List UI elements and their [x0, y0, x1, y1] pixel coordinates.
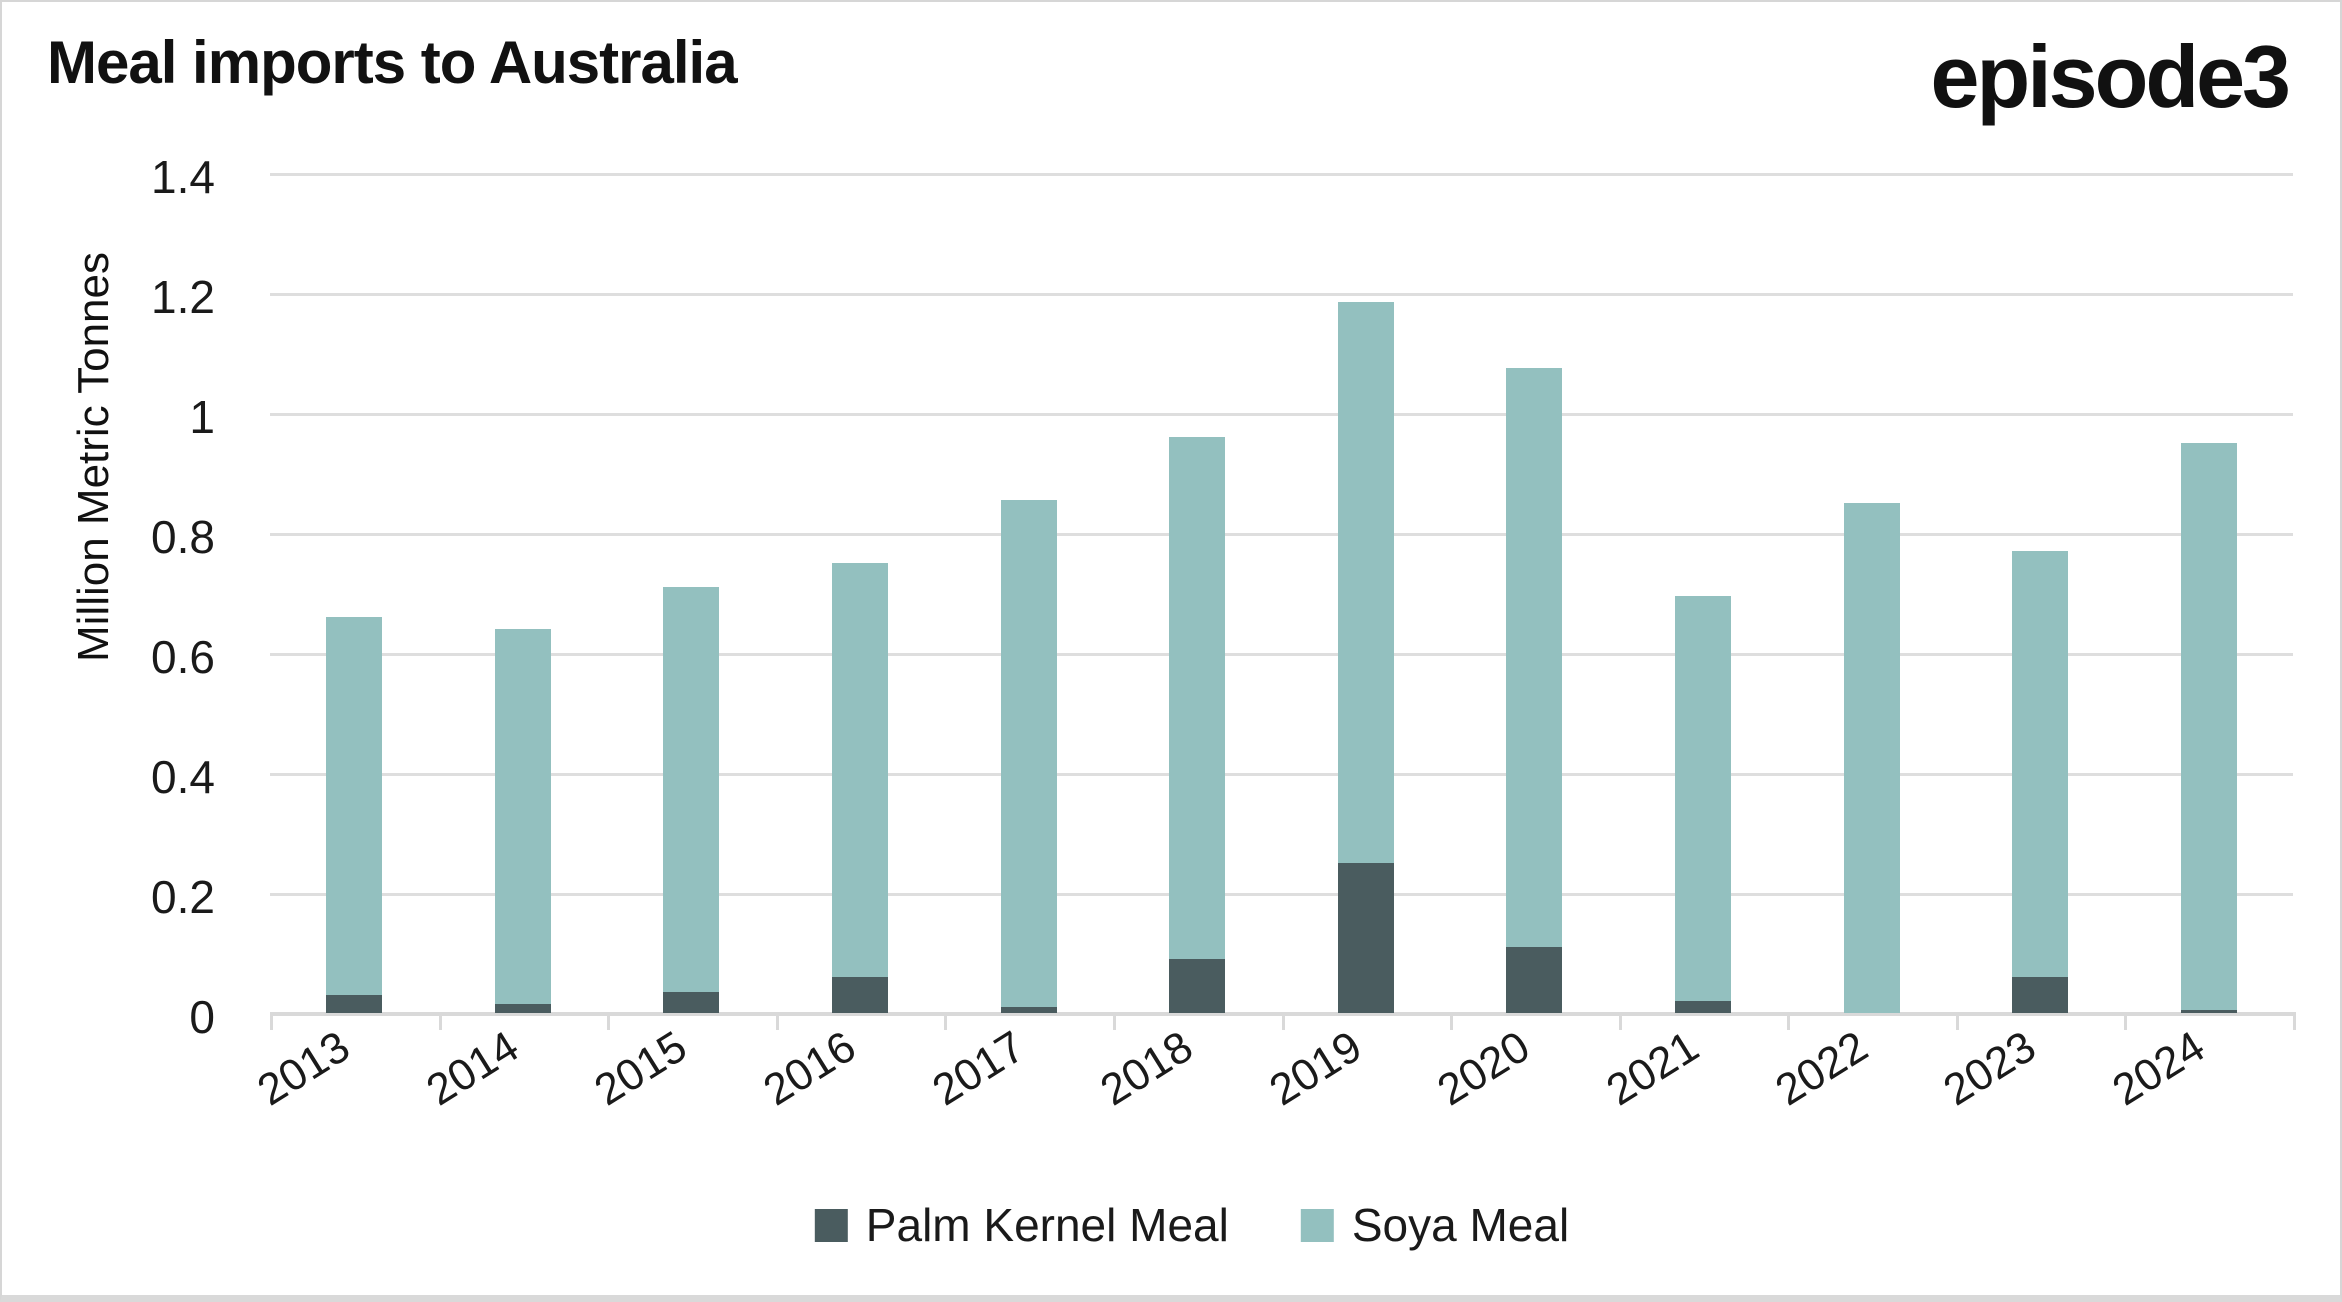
bar-2023: [2012, 551, 2068, 1013]
x-tick-label-2013: 2013: [249, 1021, 359, 1116]
x-axis-tick: [438, 1015, 442, 1030]
x-axis-line: [270, 1012, 2296, 1016]
bar-2022: [1844, 503, 1900, 1013]
x-tick-label-2015: 2015: [586, 1021, 696, 1116]
y-tick-label-1: 1: [189, 391, 215, 443]
x-tick-label-2021: 2021: [1598, 1021, 1708, 1116]
gridline-0.4: [270, 773, 2293, 776]
y-tick-label-0: 0: [189, 991, 215, 1043]
bar-2019-palm-kernel-meal-segment: [1338, 863, 1394, 1013]
x-tick-label-2022: 2022: [1766, 1021, 1876, 1116]
legend-item-palm-kernel-meal: Palm Kernel Meal: [814, 1198, 1229, 1252]
bar-2020: [1506, 368, 1562, 1013]
x-tick-label-2024: 2024: [2103, 1021, 2213, 1116]
y-tick-label-0.6: 0.6: [151, 631, 215, 683]
x-axis-tick: [1450, 1015, 1454, 1030]
bar-2022-soya-meal-segment: [1844, 503, 1900, 1013]
legend-label-soya-meal: Soya Meal: [1351, 1199, 1570, 1251]
bar-2013: [326, 617, 382, 1013]
bar-2014-soya-meal-segment: [495, 629, 551, 1004]
bar-2018-soya-meal-segment: [1169, 437, 1225, 959]
x-axis-tick: [1618, 1015, 1622, 1030]
x-axis-tick: [944, 1015, 948, 1030]
x-tick-label-2014: 2014: [418, 1021, 528, 1116]
x-axis-tick: [1787, 1015, 1791, 1030]
x-axis-tick: [1955, 1015, 1959, 1030]
palm-kernel-meal-swatch: [814, 1208, 848, 1242]
x-axis-tick: [270, 1015, 273, 1030]
bar-2015-soya-meal-segment: [663, 587, 719, 992]
x-axis-tick: [2124, 1015, 2128, 1030]
bar-2024-soya-meal-segment: [2181, 443, 2237, 1010]
bar-2016-palm-kernel-meal-segment: [832, 977, 888, 1013]
legend: Palm Kernel Meal Soya Meal: [814, 1198, 1570, 1252]
bar-2023-palm-kernel-meal-segment: [2012, 977, 2068, 1013]
x-axis-tick: [1281, 1015, 1285, 1030]
bar-2017-soya-meal-segment: [1001, 500, 1057, 1007]
gridline-0.8: [270, 533, 2293, 536]
bar-2013-palm-kernel-meal-segment: [326, 995, 382, 1013]
x-axis-tick: [775, 1015, 779, 1030]
bar-2023-soya-meal-segment: [2012, 551, 2068, 977]
bar-2014-palm-kernel-meal-segment: [495, 1004, 551, 1013]
x-axis-tick: [607, 1015, 611, 1030]
x-tick-label-2016: 2016: [755, 1021, 865, 1116]
y-tick-label-0.4: 0.4: [151, 751, 215, 803]
bar-2017: [1001, 500, 1057, 1013]
bar-2020-palm-kernel-meal-segment: [1506, 947, 1562, 1013]
bar-2020-soya-meal-segment: [1506, 368, 1562, 947]
y-tick-label-1.2: 1.2: [151, 271, 215, 323]
chart-title: Meal imports to Australia: [47, 29, 738, 96]
x-tick-label-2019: 2019: [1261, 1021, 1371, 1116]
soya-meal-swatch: [1300, 1208, 1334, 1242]
legend-label-palm-kernel-meal: Palm Kernel Meal: [865, 1199, 1229, 1251]
bar-2021: [1675, 596, 1731, 1013]
gridline-0.6: [270, 653, 2293, 656]
x-tick-label-2017: 2017: [923, 1021, 1033, 1116]
bar-2016: [832, 563, 888, 1013]
gridline-1.4: [270, 173, 2293, 176]
legend-item-soya-meal: Soya Meal: [1300, 1198, 1570, 1252]
x-axis-tick: [1112, 1015, 1116, 1030]
y-tick-label-1.4: 1.4: [151, 151, 215, 203]
bar-2024-palm-kernel-meal-segment: [2181, 1010, 2237, 1013]
y-tick-label-0.2: 0.2: [151, 871, 215, 923]
bar-2018: [1169, 437, 1225, 1013]
gridline-1: [270, 413, 2293, 416]
bar-2017-palm-kernel-meal-segment: [1001, 1007, 1057, 1013]
gridline-1.2: [270, 293, 2293, 296]
bar-2016-soya-meal-segment: [832, 563, 888, 977]
gridline-0.2: [270, 893, 2293, 896]
bar-2015-palm-kernel-meal-segment: [663, 992, 719, 1013]
bar-2019: [1338, 302, 1394, 1013]
bar-2013-soya-meal-segment: [326, 617, 382, 995]
x-axis-tick: [2293, 1015, 2296, 1030]
x-tick-label-2018: 2018: [1092, 1021, 1202, 1116]
y-tick-label-0.8: 0.8: [151, 511, 215, 563]
brand-logo: episode3: [1930, 27, 2291, 126]
bar-2014: [495, 629, 551, 1013]
bar-2018-palm-kernel-meal-segment: [1169, 959, 1225, 1013]
x-tick-label-2023: 2023: [1935, 1021, 2045, 1116]
bar-2021-palm-kernel-meal-segment: [1675, 1001, 1731, 1013]
bar-2021-soya-meal-segment: [1675, 596, 1731, 1001]
x-tick-label-2020: 2020: [1429, 1021, 1539, 1116]
bar-2024: [2181, 443, 2237, 1013]
bar-2015: [663, 587, 719, 1013]
bar-2019-soya-meal-segment: [1338, 302, 1394, 863]
